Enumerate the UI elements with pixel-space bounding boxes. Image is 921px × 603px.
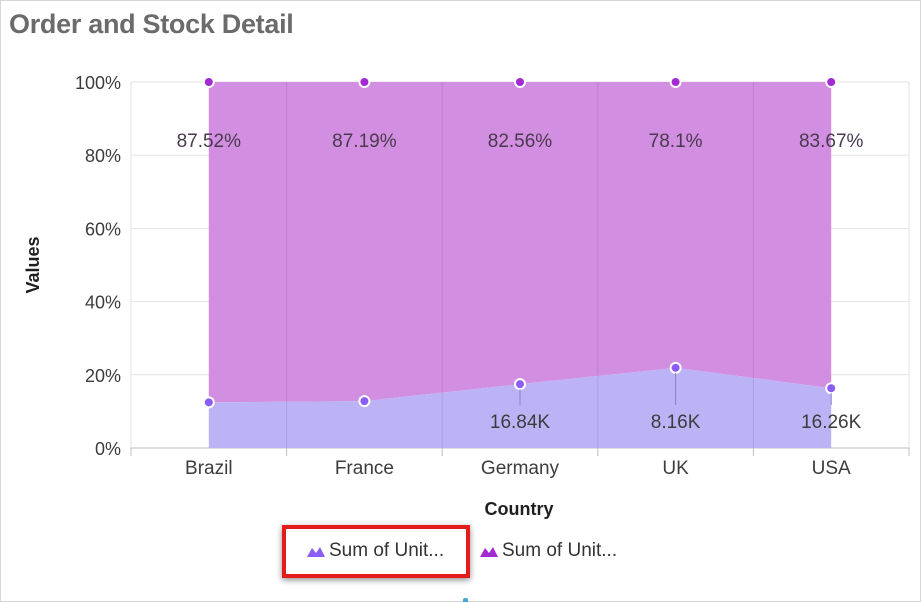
data-point-series-2 — [358, 76, 371, 88]
data-label-series-1: 8.16K — [651, 412, 701, 433]
data-label-series-2: 83.67% — [799, 131, 864, 152]
scroll-indicator — [463, 598, 468, 602]
y-tick-label: 40% — [85, 293, 121, 313]
y-tick-label: 60% — [85, 219, 121, 239]
x-axis-title: Country — [485, 499, 554, 519]
data-point-series-2 — [825, 76, 838, 88]
x-tick-label: Brazil — [185, 458, 233, 479]
data-point-series-1 — [202, 396, 215, 409]
legend-item-series-2[interactable]: Sum of Unit... — [479, 538, 617, 564]
data-label-series-1: 16.84K — [490, 412, 551, 433]
data-label-series-2: 78.1% — [649, 131, 703, 152]
data-point-series-2 — [669, 76, 682, 88]
legend: Sum of Unit... Sum of Unit... — [1, 536, 921, 566]
x-tick-label: Germany — [481, 458, 560, 479]
legend-label: Sum of Unit... — [329, 540, 445, 561]
y-tick-label: 80% — [85, 146, 121, 166]
y-axis-title: Values — [23, 236, 43, 293]
legend-item-series-1[interactable]: Sum of Unit... — [306, 538, 444, 564]
legend-label: Sum of Unit... — [502, 540, 618, 561]
legend-selection-highlight — [282, 525, 470, 578]
data-label-series-2: 87.19% — [332, 131, 397, 152]
area-series-icon — [307, 547, 325, 557]
y-tick-label: 20% — [85, 366, 121, 386]
data-point-series-2 — [202, 76, 215, 88]
x-tick-label: France — [335, 458, 394, 479]
y-tick-label: 100% — [75, 73, 121, 93]
y-tick-label: 0% — [95, 439, 121, 459]
data-label-series-1: 16.26K — [801, 412, 862, 433]
data-point-series-1 — [825, 382, 838, 395]
data-label-series-2: 82.56% — [488, 131, 553, 152]
area-series-icon — [480, 547, 498, 557]
data-point-series-1 — [669, 361, 682, 374]
area-series-2 — [208, 82, 832, 403]
data-point-series-1 — [514, 378, 526, 391]
x-tick-label: UK — [662, 458, 689, 479]
data-point-series-2 — [514, 76, 526, 88]
data-label-series-2: 87.52% — [177, 131, 242, 152]
chart-title: Order and Stock Detail — [9, 9, 294, 39]
x-tick-label: USA — [812, 458, 851, 479]
data-point-series-1 — [358, 395, 371, 408]
